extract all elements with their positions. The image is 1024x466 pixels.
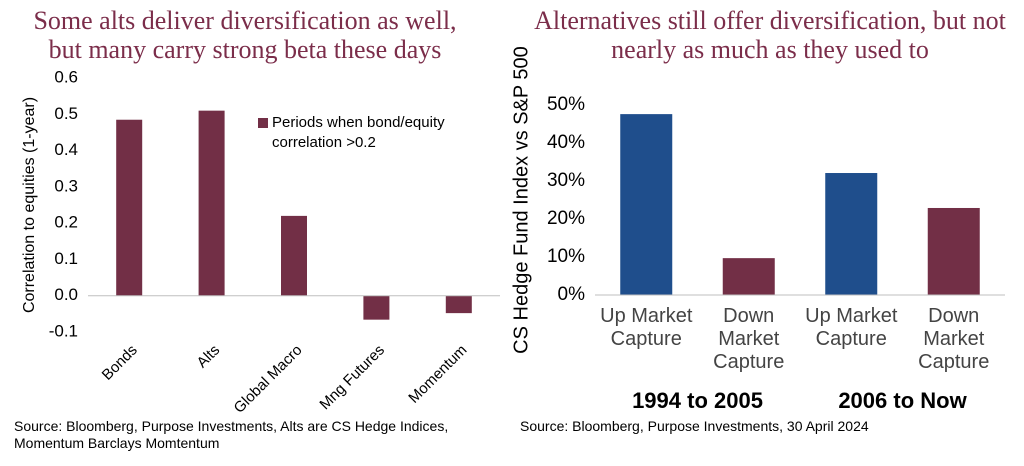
y-tick-label: 40% (547, 132, 585, 153)
x-tick-label: Global Macro (231, 342, 306, 417)
y-tick-label: 0% (558, 284, 586, 305)
y-tick-label: 0.1 (54, 249, 78, 268)
legend-swatch (258, 118, 268, 128)
y-axis-label: Correlation to equities (1-year) (21, 97, 38, 313)
x-tick-label: Bonds (99, 342, 141, 384)
group-label: 1994 to 2005 (632, 388, 763, 413)
x-tick-label: Up Market Capture (600, 305, 693, 350)
y-tick-label: 30% (547, 170, 585, 191)
y-tick-label: 20% (547, 208, 585, 229)
bar (722, 258, 775, 295)
bar (825, 173, 878, 295)
source-note: Source: Bloomberg, Purpose Investments, … (520, 418, 869, 434)
y-tick-label: 10% (547, 246, 585, 267)
legend-label: Periods when bond/equity correlation >0.… (272, 114, 445, 151)
y-tick-label: 0.5 (54, 104, 78, 123)
y-tick-label: 0.4 (54, 140, 78, 159)
y-tick-label: 0.0 (54, 285, 78, 304)
chart-title: Alternatives still offer diversification… (534, 6, 1006, 64)
group-label: 2006 to Now (838, 388, 967, 413)
x-tick-label: Mng Futures (316, 342, 388, 414)
y-tick-label: 0.3 (54, 176, 78, 195)
y-tick-label: 0.2 (54, 213, 78, 232)
y-tick-label: 0.6 (54, 67, 78, 86)
source-note: Source: Bloomberg, Purpose Investments, … (14, 418, 449, 451)
x-tick-label: Alts (194, 342, 224, 372)
x-tick-label: Down Market Capture (918, 305, 990, 373)
bar (281, 215, 307, 296)
x-tick-label: Down Market Capture (713, 305, 785, 373)
bar (927, 207, 980, 295)
y-tick-label: -0.1 (49, 321, 78, 340)
bar (445, 295, 472, 314)
x-tick-label: Up Market Capture (805, 305, 898, 350)
y-axis-label: CS Hedge Fund Index vs S&P 500 (510, 46, 532, 354)
x-tick-label: Momentum (405, 342, 470, 407)
chart-title: Some alts deliver diversification as wel… (33, 6, 457, 64)
bar (363, 295, 390, 320)
bar (198, 110, 225, 296)
bar (620, 114, 673, 296)
bar (116, 119, 143, 296)
y-tick-label: 50% (547, 94, 585, 115)
